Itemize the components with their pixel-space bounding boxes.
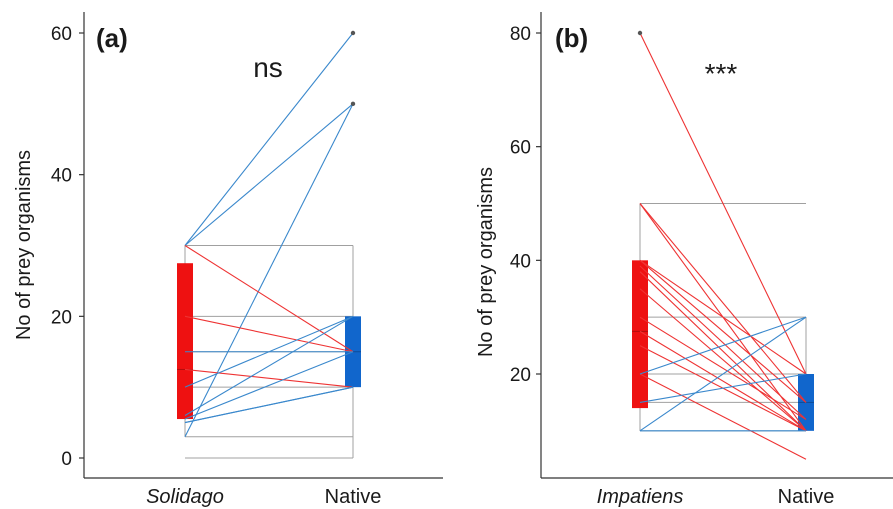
panel-a-y-tick-label: 60 [51, 24, 72, 45]
panel-b-pair-line [639, 271, 807, 432]
panel-a-significance: ns [253, 52, 283, 83]
panel-a-y-axis-label: No of prey organisms [13, 150, 35, 340]
panel-a: 0 20 40 60 (a) ns No of prey organisms Soli… [13, 12, 443, 508]
panel-a-pair-line [184, 245, 354, 353]
panel-a-outlier-point [350, 30, 356, 36]
panel-a-label: (a) [96, 23, 128, 53]
panel-b-y-tick-label: 60 [510, 138, 531, 159]
panel-a-pair-line [184, 315, 354, 416]
panel-b-pair-line [639, 373, 807, 403]
panel-a-pair-line [184, 351, 354, 420]
panel-a-outlier-point [350, 101, 356, 107]
panel-a-pair-line [184, 32, 354, 246]
panel-a-y-tick-label: 40 [51, 166, 72, 187]
panel-b-label: (b) [555, 23, 588, 53]
panel-b-pair-line [639, 330, 807, 432]
panel-a-x-tick-native: Native [325, 486, 382, 508]
panel-a-pair-line [184, 103, 354, 437]
panel-a-y-tick-label: 0 [61, 449, 72, 470]
panel-b-pair-line [639, 32, 807, 375]
panel-b-y-tick-label: 40 [510, 251, 531, 272]
panel-a-pair-line [184, 103, 354, 246]
panel-b-x-tick-native: Native [778, 486, 835, 508]
panel-b-pair-line [639, 316, 807, 420]
panel-b-pair-line [639, 373, 807, 460]
panel-b-pair-line [639, 316, 807, 375]
panel-b-box-invasive [632, 260, 648, 409]
panel-b-pair-line [639, 203, 807, 403]
panel-b-y-tick-label: 80 [510, 24, 531, 45]
panel-a-pair-line [184, 315, 354, 353]
panel-a-pair-line [184, 315, 354, 388]
panel-b-x-tick-invasive: Impatiens [597, 486, 684, 508]
panel-a-x-tick-invasive: Solidago [146, 486, 224, 508]
panel-a-pair-line [184, 368, 354, 388]
panel-a-pair-line [184, 386, 354, 424]
panel-a-box-invasive [177, 263, 193, 420]
panel-b-significance: *** [705, 58, 738, 89]
panel-b: 20 40 60 80 (b) *** No of prey organisms Im… [475, 12, 893, 508]
panel-b-pair-line [639, 288, 807, 432]
panel-b-pair-line [639, 259, 807, 375]
panel-b-y-axis-label: No of prey organisms [475, 167, 497, 357]
panel-b-pair-line [639, 316, 807, 432]
panel-b-outlier-point [637, 30, 643, 36]
panel-b-pair-line [639, 265, 807, 420]
panel-a-y-tick-label: 20 [51, 307, 72, 328]
panel-b-y-tick-label: 20 [510, 365, 531, 386]
